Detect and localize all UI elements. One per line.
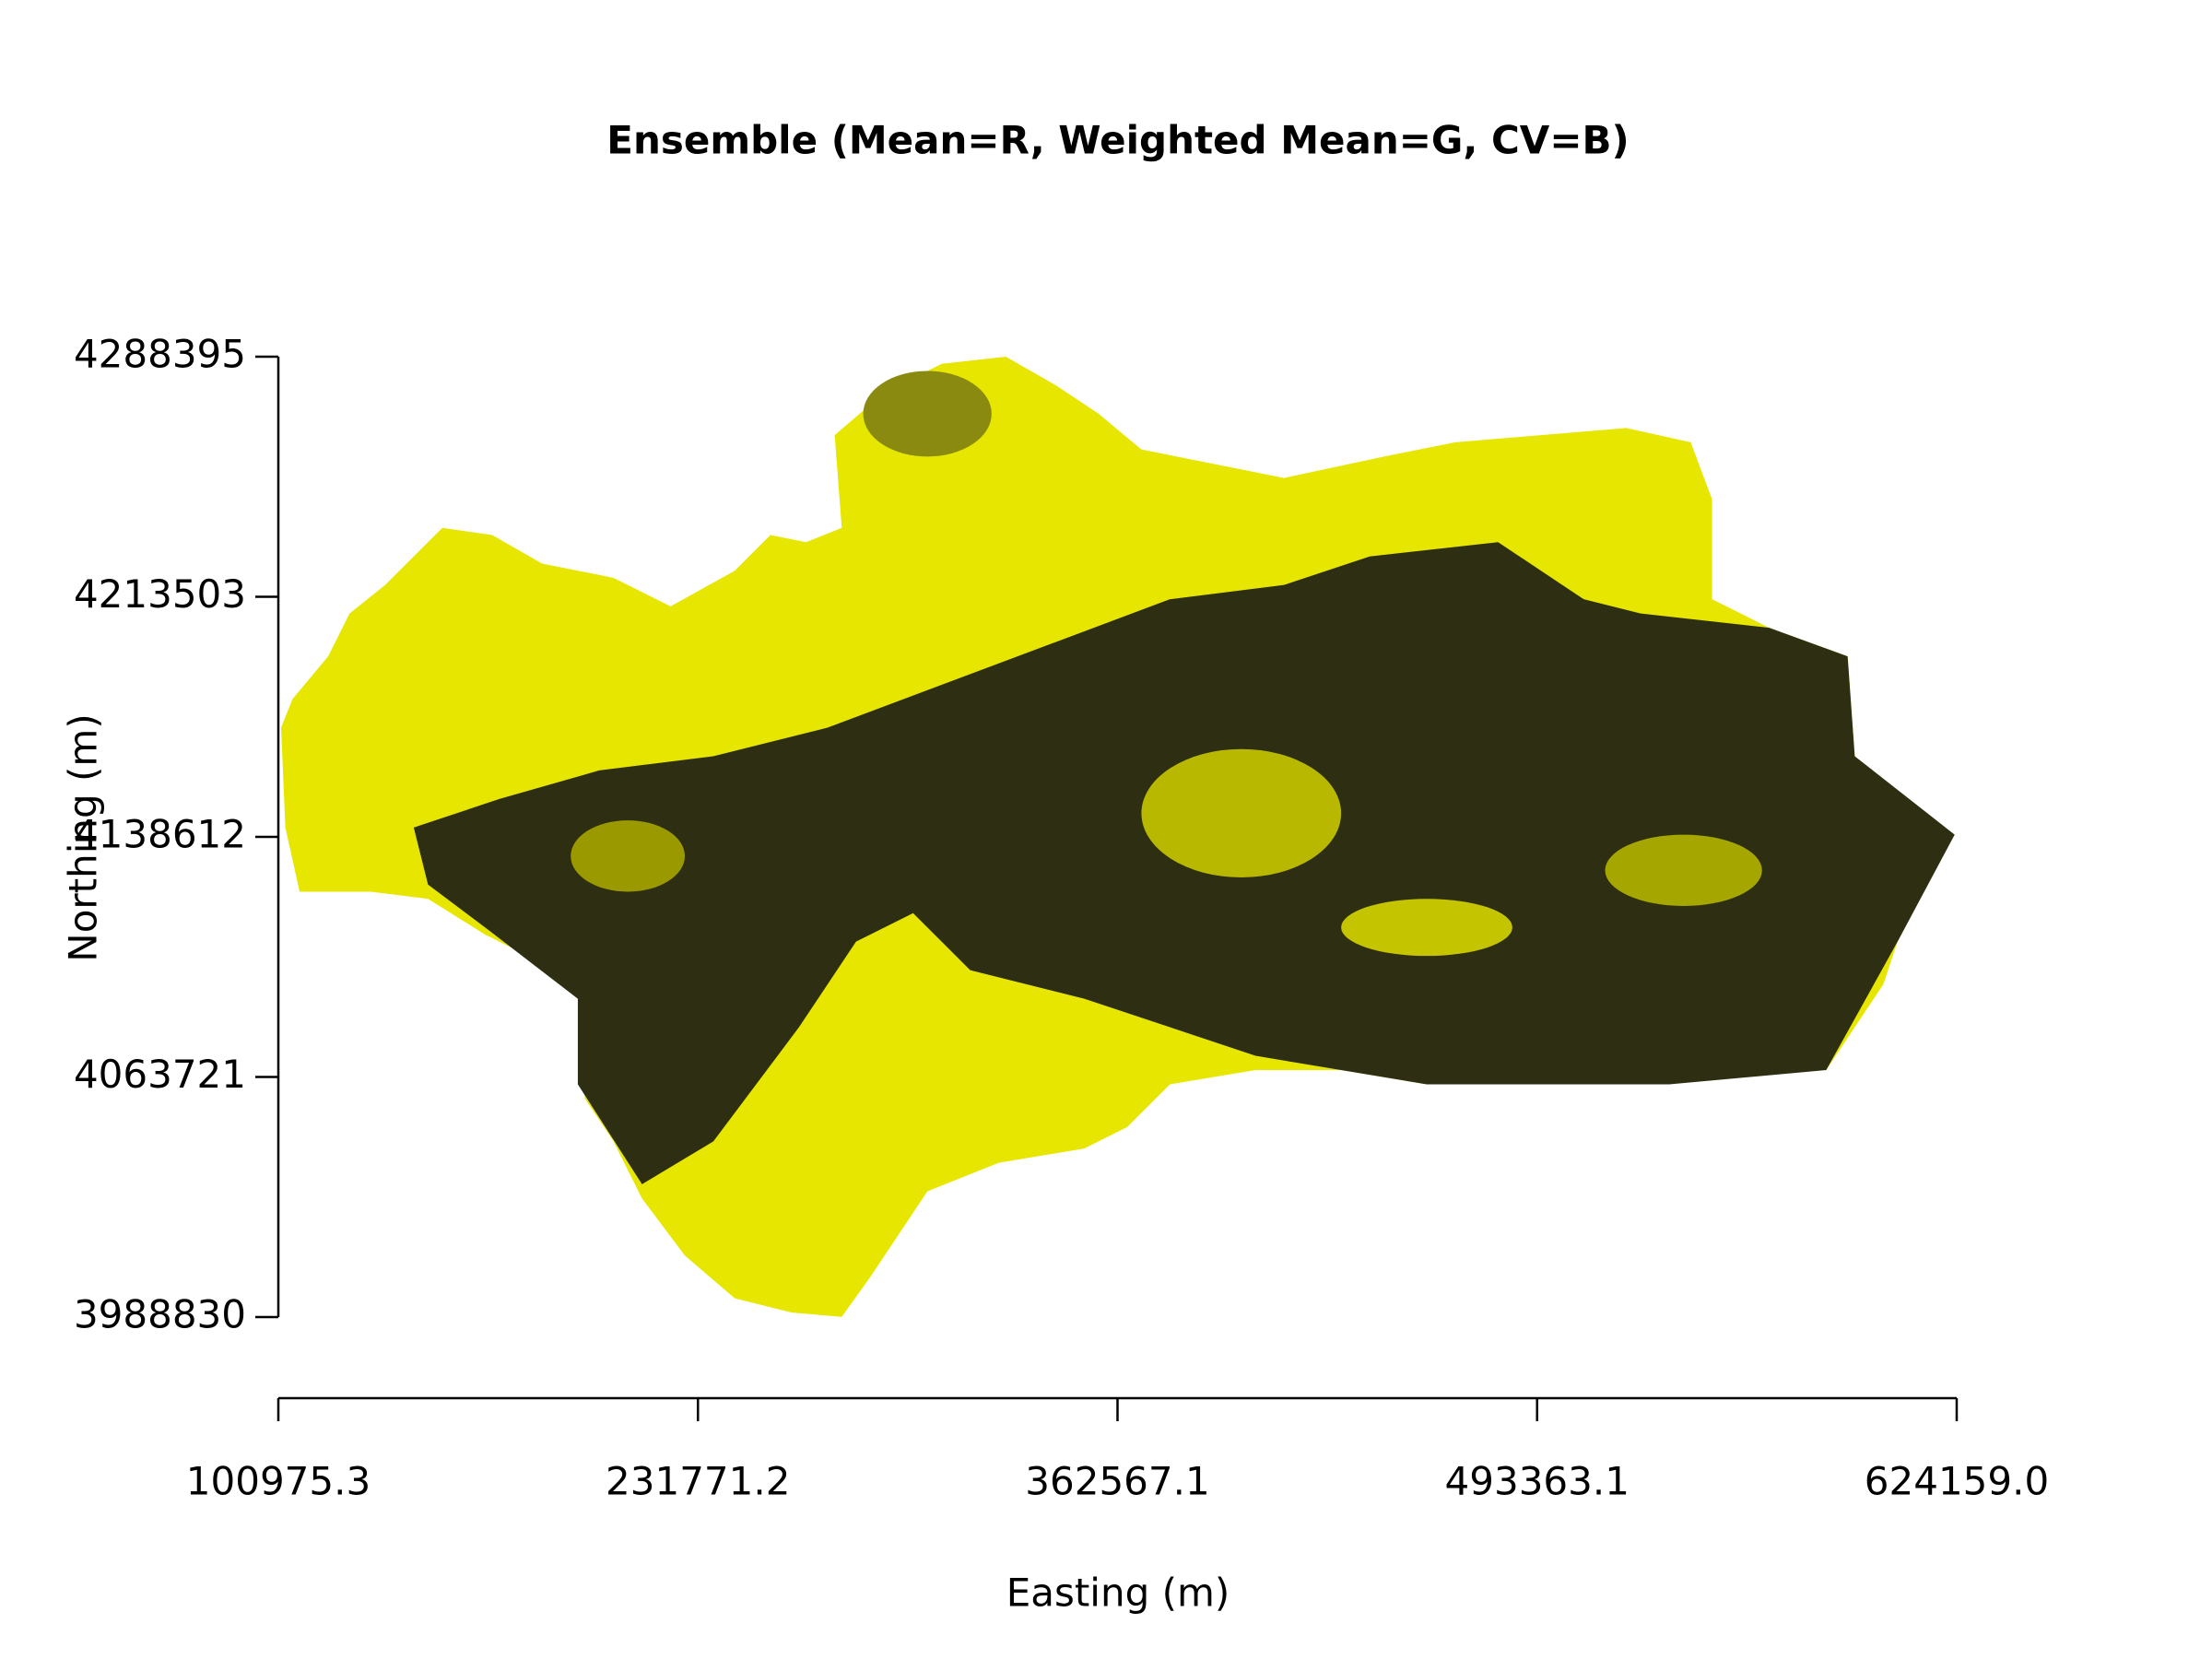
map-patch [863,371,992,457]
y-tick-label: 4063721 [74,1052,246,1097]
x-tick-label: 231771.2 [606,1459,790,1504]
x-axis-label: Easting (m) [1006,1571,1230,1616]
x-tick-label: 493363.1 [1445,1459,1630,1504]
x-tick-label: 100975.3 [186,1459,371,1504]
x-tick-label: 624159.0 [1865,1459,2049,1504]
x-tick-label: 362567.1 [1025,1459,1209,1504]
y-tick-label: 4213503 [74,571,246,617]
y-tick-label: 4288395 [74,332,246,377]
raster-map [280,357,1955,1317]
chart-title: Ensemble (Mean=R, Weighted Mean=G, CV=B) [606,118,1629,163]
map-patch [1605,834,1762,906]
y-axis-label: Northing (m) [61,713,106,961]
y-tick-label: 4138612 [74,812,246,857]
map-patch [1341,899,1512,957]
map-patch [1141,748,1342,878]
y-tick-label: 3988830 [74,1292,246,1337]
map-patch [571,820,686,892]
